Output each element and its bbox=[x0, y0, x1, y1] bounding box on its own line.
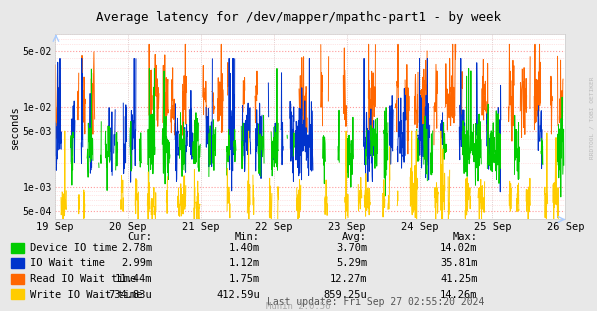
Text: 412.59u: 412.59u bbox=[216, 290, 260, 299]
Text: Last update: Fri Sep 27 02:55:20 2024: Last update: Fri Sep 27 02:55:20 2024 bbox=[267, 297, 485, 307]
Text: 1.12m: 1.12m bbox=[229, 258, 260, 268]
Y-axis label: seconds: seconds bbox=[10, 105, 20, 149]
Text: 12.27m: 12.27m bbox=[330, 274, 367, 284]
Text: 5.29m: 5.29m bbox=[336, 258, 367, 268]
Text: RRDTOOL / TOBI OETIKER: RRDTOOL / TOBI OETIKER bbox=[589, 77, 594, 160]
Text: 14.26m: 14.26m bbox=[440, 290, 478, 299]
Text: Average latency for /dev/mapper/mpathc-part1 - by week: Average latency for /dev/mapper/mpathc-p… bbox=[96, 11, 501, 24]
Text: 734.83u: 734.83u bbox=[109, 290, 152, 299]
Text: IO Wait time: IO Wait time bbox=[30, 258, 105, 268]
Text: Cur:: Cur: bbox=[127, 232, 152, 242]
Text: 35.81m: 35.81m bbox=[440, 258, 478, 268]
Text: 11.44m: 11.44m bbox=[115, 274, 152, 284]
Text: 2.78m: 2.78m bbox=[121, 243, 152, 253]
Text: Munin 2.0.56: Munin 2.0.56 bbox=[266, 302, 331, 311]
Text: 859.25u: 859.25u bbox=[324, 290, 367, 299]
Text: Avg:: Avg: bbox=[342, 232, 367, 242]
Text: Device IO time: Device IO time bbox=[30, 243, 118, 253]
Text: Write IO Wait time: Write IO Wait time bbox=[30, 290, 142, 299]
Text: Max:: Max: bbox=[453, 232, 478, 242]
Text: 1.40m: 1.40m bbox=[229, 243, 260, 253]
Text: 1.75m: 1.75m bbox=[229, 274, 260, 284]
Text: 3.70m: 3.70m bbox=[336, 243, 367, 253]
Text: 14.02m: 14.02m bbox=[440, 243, 478, 253]
Text: Min:: Min: bbox=[235, 232, 260, 242]
Text: 2.99m: 2.99m bbox=[121, 258, 152, 268]
Text: 41.25m: 41.25m bbox=[440, 274, 478, 284]
Text: Read IO Wait time: Read IO Wait time bbox=[30, 274, 136, 284]
